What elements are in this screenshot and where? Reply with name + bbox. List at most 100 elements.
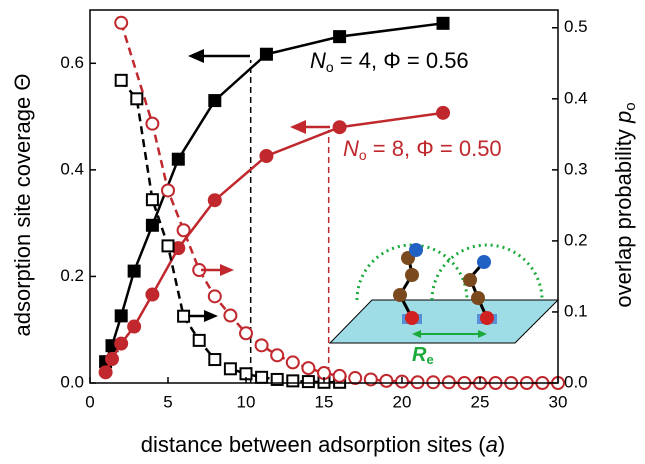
y2-axis-label: overlap probability po	[611, 102, 639, 307]
marker	[332, 120, 347, 135]
annotation-text: = 8, Φ = 0.50	[367, 136, 502, 161]
y2-tick-label: 0.4	[564, 88, 588, 107]
label: distance between adsorption sites (	[141, 432, 487, 457]
marker	[286, 374, 300, 388]
arrow-head	[290, 120, 306, 134]
marker	[145, 193, 159, 207]
marker	[114, 309, 128, 323]
y-tick-label: 0.4	[60, 159, 84, 178]
marker	[436, 16, 450, 30]
marker	[161, 239, 175, 253]
label-var: a	[486, 432, 498, 457]
x-tick-label: 0	[85, 392, 94, 411]
bead	[463, 273, 477, 287]
bead	[409, 243, 423, 257]
marker	[171, 152, 185, 166]
circle-arc	[430, 243, 544, 301]
marker	[130, 92, 144, 106]
marker	[332, 368, 347, 383]
marker	[333, 30, 347, 44]
arrow-head	[204, 310, 218, 322]
circle-arc	[355, 243, 469, 301]
y2-tick-label: 0.5	[564, 17, 588, 36]
chain	[468, 261, 489, 319]
marker	[285, 355, 300, 370]
surface	[328, 299, 560, 344]
marker	[223, 362, 237, 376]
label: )	[498, 432, 505, 457]
annotation-text: = 4, Φ = 0.56	[334, 48, 469, 73]
annotation-var: N	[310, 48, 326, 73]
annotation-sub: o	[326, 59, 334, 75]
annotation: No = 8, Φ = 0.50	[343, 136, 502, 163]
annotation: No = 4, Φ = 0.56	[310, 48, 469, 75]
x-tick-label: 15	[315, 392, 334, 411]
marker	[259, 47, 273, 61]
arrow-head	[220, 264, 234, 276]
y-tick-label: 0.2	[60, 266, 84, 285]
y-tick-label: 0.0	[60, 372, 84, 391]
x-tick-label: 25	[471, 392, 490, 411]
arrows	[188, 49, 330, 322]
marker	[254, 338, 269, 353]
marker	[114, 15, 129, 30]
x-axis-label: distance between adsorption sites (a)	[141, 432, 505, 457]
x-tick-label: 20	[393, 392, 412, 411]
marker	[255, 370, 269, 384]
marker	[208, 353, 222, 367]
marker	[301, 361, 316, 376]
y2-tick-label: 0.3	[564, 159, 588, 178]
marker	[104, 352, 119, 367]
marker	[177, 309, 191, 323]
marker	[259, 149, 274, 164]
y-axis-label: adsorption site coverage Θ	[10, 74, 35, 337]
marker	[127, 319, 142, 334]
series-line	[104, 111, 444, 373]
marker	[207, 193, 222, 208]
marker	[239, 326, 253, 341]
marker	[270, 372, 284, 386]
y2-tick-label: 0.2	[564, 230, 588, 249]
bead	[471, 291, 485, 305]
bead	[393, 288, 407, 302]
marker	[208, 94, 222, 108]
marker	[301, 375, 315, 389]
y-tick-label: 0.6	[60, 53, 84, 72]
y2-tick-label: 0.0	[564, 372, 588, 391]
arrow-head	[188, 49, 204, 63]
bead	[477, 255, 491, 269]
marker	[145, 218, 159, 232]
x-tick-label: 10	[237, 392, 256, 411]
marker	[114, 73, 128, 87]
marker	[114, 336, 129, 351]
marker	[223, 308, 238, 323]
bead	[405, 268, 419, 282]
marker	[145, 116, 160, 131]
marker	[192, 333, 206, 347]
arrow-head	[412, 330, 421, 338]
bead	[405, 311, 419, 325]
label-sub: e	[426, 352, 433, 367]
annotation-sub: o	[359, 147, 367, 163]
marker	[161, 183, 175, 198]
marker	[145, 287, 160, 302]
marker	[176, 223, 191, 238]
label-var: p	[611, 111, 636, 124]
bead	[480, 311, 494, 325]
marker	[348, 371, 363, 386]
y2-tick-label: 0.1	[564, 301, 588, 320]
label-sub: o	[622, 102, 639, 110]
x-tick-label: 30	[549, 392, 568, 411]
label: R	[412, 344, 427, 366]
label: overlap probability	[611, 123, 636, 308]
inset-label: Re	[412, 344, 434, 367]
marker	[270, 348, 285, 363]
plot-area: 0 5 10 15 20 25 300.00.20.40.60.00.10.20.30.40…	[60, 9, 588, 411]
marker	[98, 365, 113, 380]
arrow-head	[478, 330, 487, 338]
annotation-var: N	[343, 136, 359, 161]
x-tick-label: 5	[163, 392, 172, 411]
marker	[127, 264, 141, 278]
marker	[207, 289, 222, 304]
